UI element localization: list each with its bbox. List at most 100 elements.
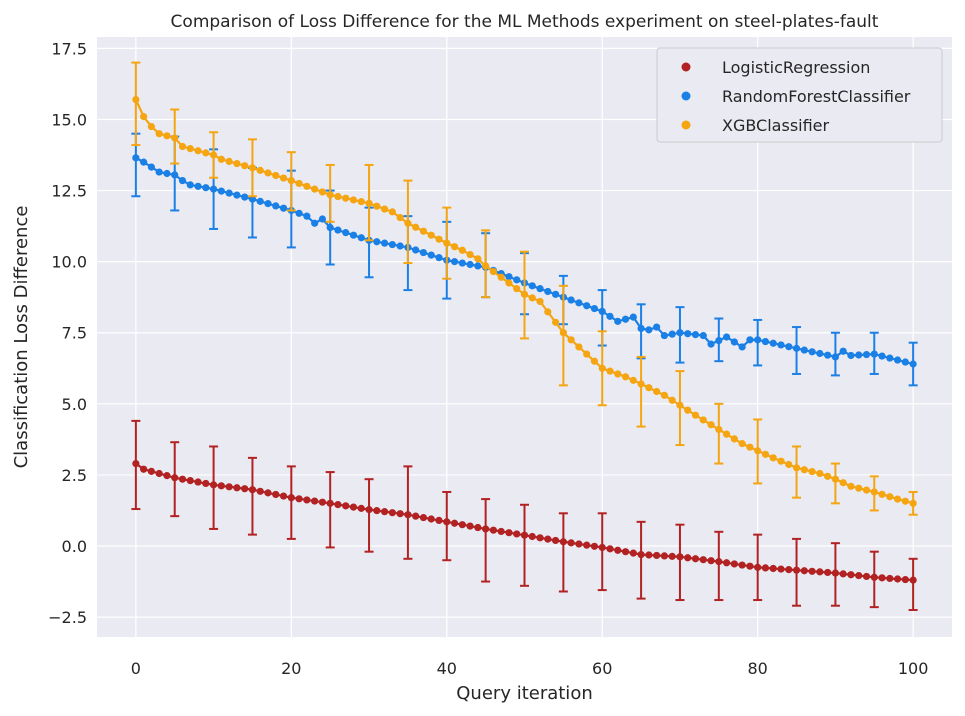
data-point bbox=[761, 564, 770, 572]
data-point bbox=[520, 290, 529, 298]
data-point bbox=[202, 184, 210, 192]
data-point bbox=[567, 336, 575, 344]
data-point bbox=[855, 351, 863, 359]
data-point bbox=[365, 199, 373, 207]
data-point bbox=[202, 149, 210, 157]
data-point bbox=[380, 508, 389, 516]
data-point bbox=[474, 255, 482, 263]
data-point bbox=[901, 497, 909, 505]
data-point bbox=[217, 482, 225, 490]
data-point bbox=[715, 336, 723, 345]
data-point bbox=[287, 177, 295, 185]
data-point bbox=[855, 484, 863, 492]
data-point bbox=[396, 213, 404, 222]
data-point bbox=[186, 181, 194, 189]
data-point bbox=[629, 549, 637, 557]
data-point bbox=[777, 457, 785, 465]
x-tick-label: 100 bbox=[898, 659, 929, 678]
data-point bbox=[217, 155, 225, 163]
data-point bbox=[450, 243, 459, 251]
data-point bbox=[140, 158, 148, 166]
data-point bbox=[264, 169, 272, 177]
data-point bbox=[209, 151, 218, 159]
data-point bbox=[676, 553, 684, 561]
data-point bbox=[862, 572, 871, 581]
data-point bbox=[489, 526, 498, 534]
data-point bbox=[785, 343, 793, 351]
data-point bbox=[878, 574, 886, 582]
data-point bbox=[427, 251, 435, 259]
data-point bbox=[831, 353, 840, 361]
data-point bbox=[458, 246, 466, 254]
data-point bbox=[171, 474, 179, 482]
data-point bbox=[730, 560, 738, 568]
data-point bbox=[575, 540, 583, 548]
data-point bbox=[132, 95, 140, 104]
data-point bbox=[800, 346, 808, 354]
data-point bbox=[777, 565, 785, 573]
data-point bbox=[458, 521, 466, 529]
error-bar bbox=[247, 456, 257, 536]
data-point bbox=[831, 569, 840, 577]
y-tick-label: 7.5 bbox=[62, 324, 87, 343]
chart-title: Comparison of Loss Difference for the ML… bbox=[171, 12, 879, 32]
data-point bbox=[194, 147, 202, 155]
data-point bbox=[412, 246, 420, 254]
data-point bbox=[824, 351, 832, 359]
data-point bbox=[396, 242, 404, 250]
data-point bbox=[342, 229, 350, 237]
data-point bbox=[754, 336, 762, 344]
data-point bbox=[140, 113, 148, 121]
data-point bbox=[513, 285, 521, 293]
data-point bbox=[349, 503, 358, 511]
data-point bbox=[567, 296, 575, 304]
series-XGBClassifier bbox=[131, 61, 918, 516]
data-point bbox=[412, 223, 420, 231]
data-point bbox=[241, 162, 249, 170]
error-bar bbox=[131, 61, 141, 147]
error-bar bbox=[714, 530, 724, 602]
legend-marker bbox=[681, 120, 691, 130]
data-point bbox=[583, 541, 591, 549]
legend-marker bbox=[681, 91, 691, 101]
data-point bbox=[155, 168, 163, 176]
data-point bbox=[660, 552, 669, 560]
data-point bbox=[831, 475, 840, 483]
data-point bbox=[785, 566, 793, 574]
data-point bbox=[847, 482, 855, 490]
data-point bbox=[583, 350, 591, 358]
data-point bbox=[241, 193, 249, 201]
data-point bbox=[528, 294, 536, 302]
data-point bbox=[653, 387, 661, 396]
data-point bbox=[225, 483, 233, 491]
data-point bbox=[637, 550, 645, 559]
data-point bbox=[303, 212, 311, 220]
x-tick-label: 80 bbox=[748, 659, 768, 678]
y-tick-label: 5.0 bbox=[62, 395, 87, 414]
data-point bbox=[272, 202, 280, 210]
data-point bbox=[264, 200, 272, 208]
data-point bbox=[225, 189, 233, 197]
data-point bbox=[722, 430, 731, 438]
data-point bbox=[497, 273, 505, 281]
data-point bbox=[388, 240, 396, 249]
data-point bbox=[598, 543, 606, 552]
data-point bbox=[668, 552, 676, 560]
data-point bbox=[870, 350, 878, 358]
data-point bbox=[474, 523, 482, 532]
data-point bbox=[691, 331, 700, 339]
data-point bbox=[559, 329, 567, 337]
data-point bbox=[163, 132, 171, 140]
data-point bbox=[233, 484, 241, 492]
data-point bbox=[691, 555, 700, 563]
data-point bbox=[870, 488, 878, 496]
error-bar bbox=[597, 512, 607, 592]
data-point bbox=[668, 396, 676, 404]
data-point bbox=[746, 443, 754, 451]
data-point bbox=[598, 307, 606, 316]
data-point bbox=[443, 239, 451, 247]
data-point bbox=[443, 518, 451, 526]
data-point bbox=[637, 324, 645, 333]
error-bar bbox=[714, 402, 724, 465]
data-point bbox=[909, 499, 917, 507]
